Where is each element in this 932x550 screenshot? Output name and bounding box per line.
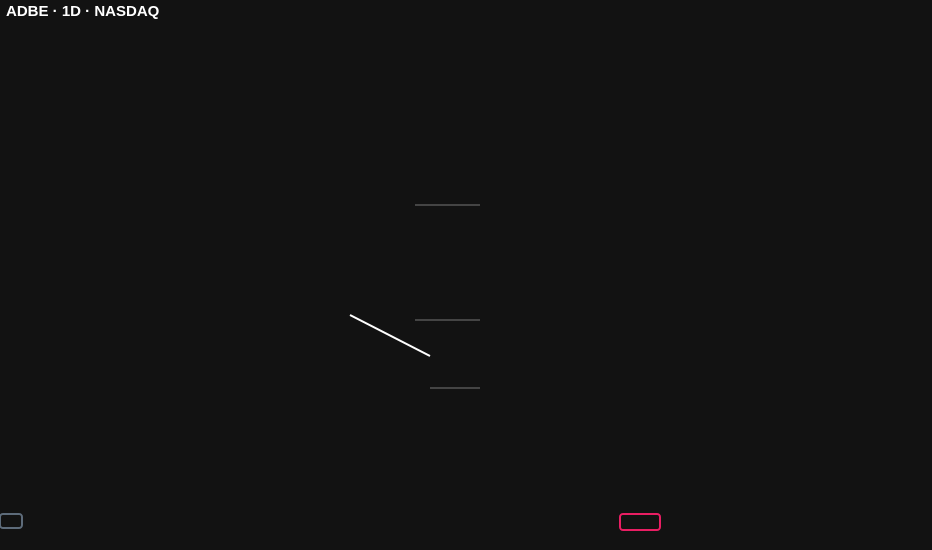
icon[interactable] xyxy=(0,513,23,529)
icon[interactable] xyxy=(619,513,661,531)
chart-title: ADBE · 1D · NASDAQ xyxy=(6,3,160,20)
trend-line xyxy=(349,314,431,357)
